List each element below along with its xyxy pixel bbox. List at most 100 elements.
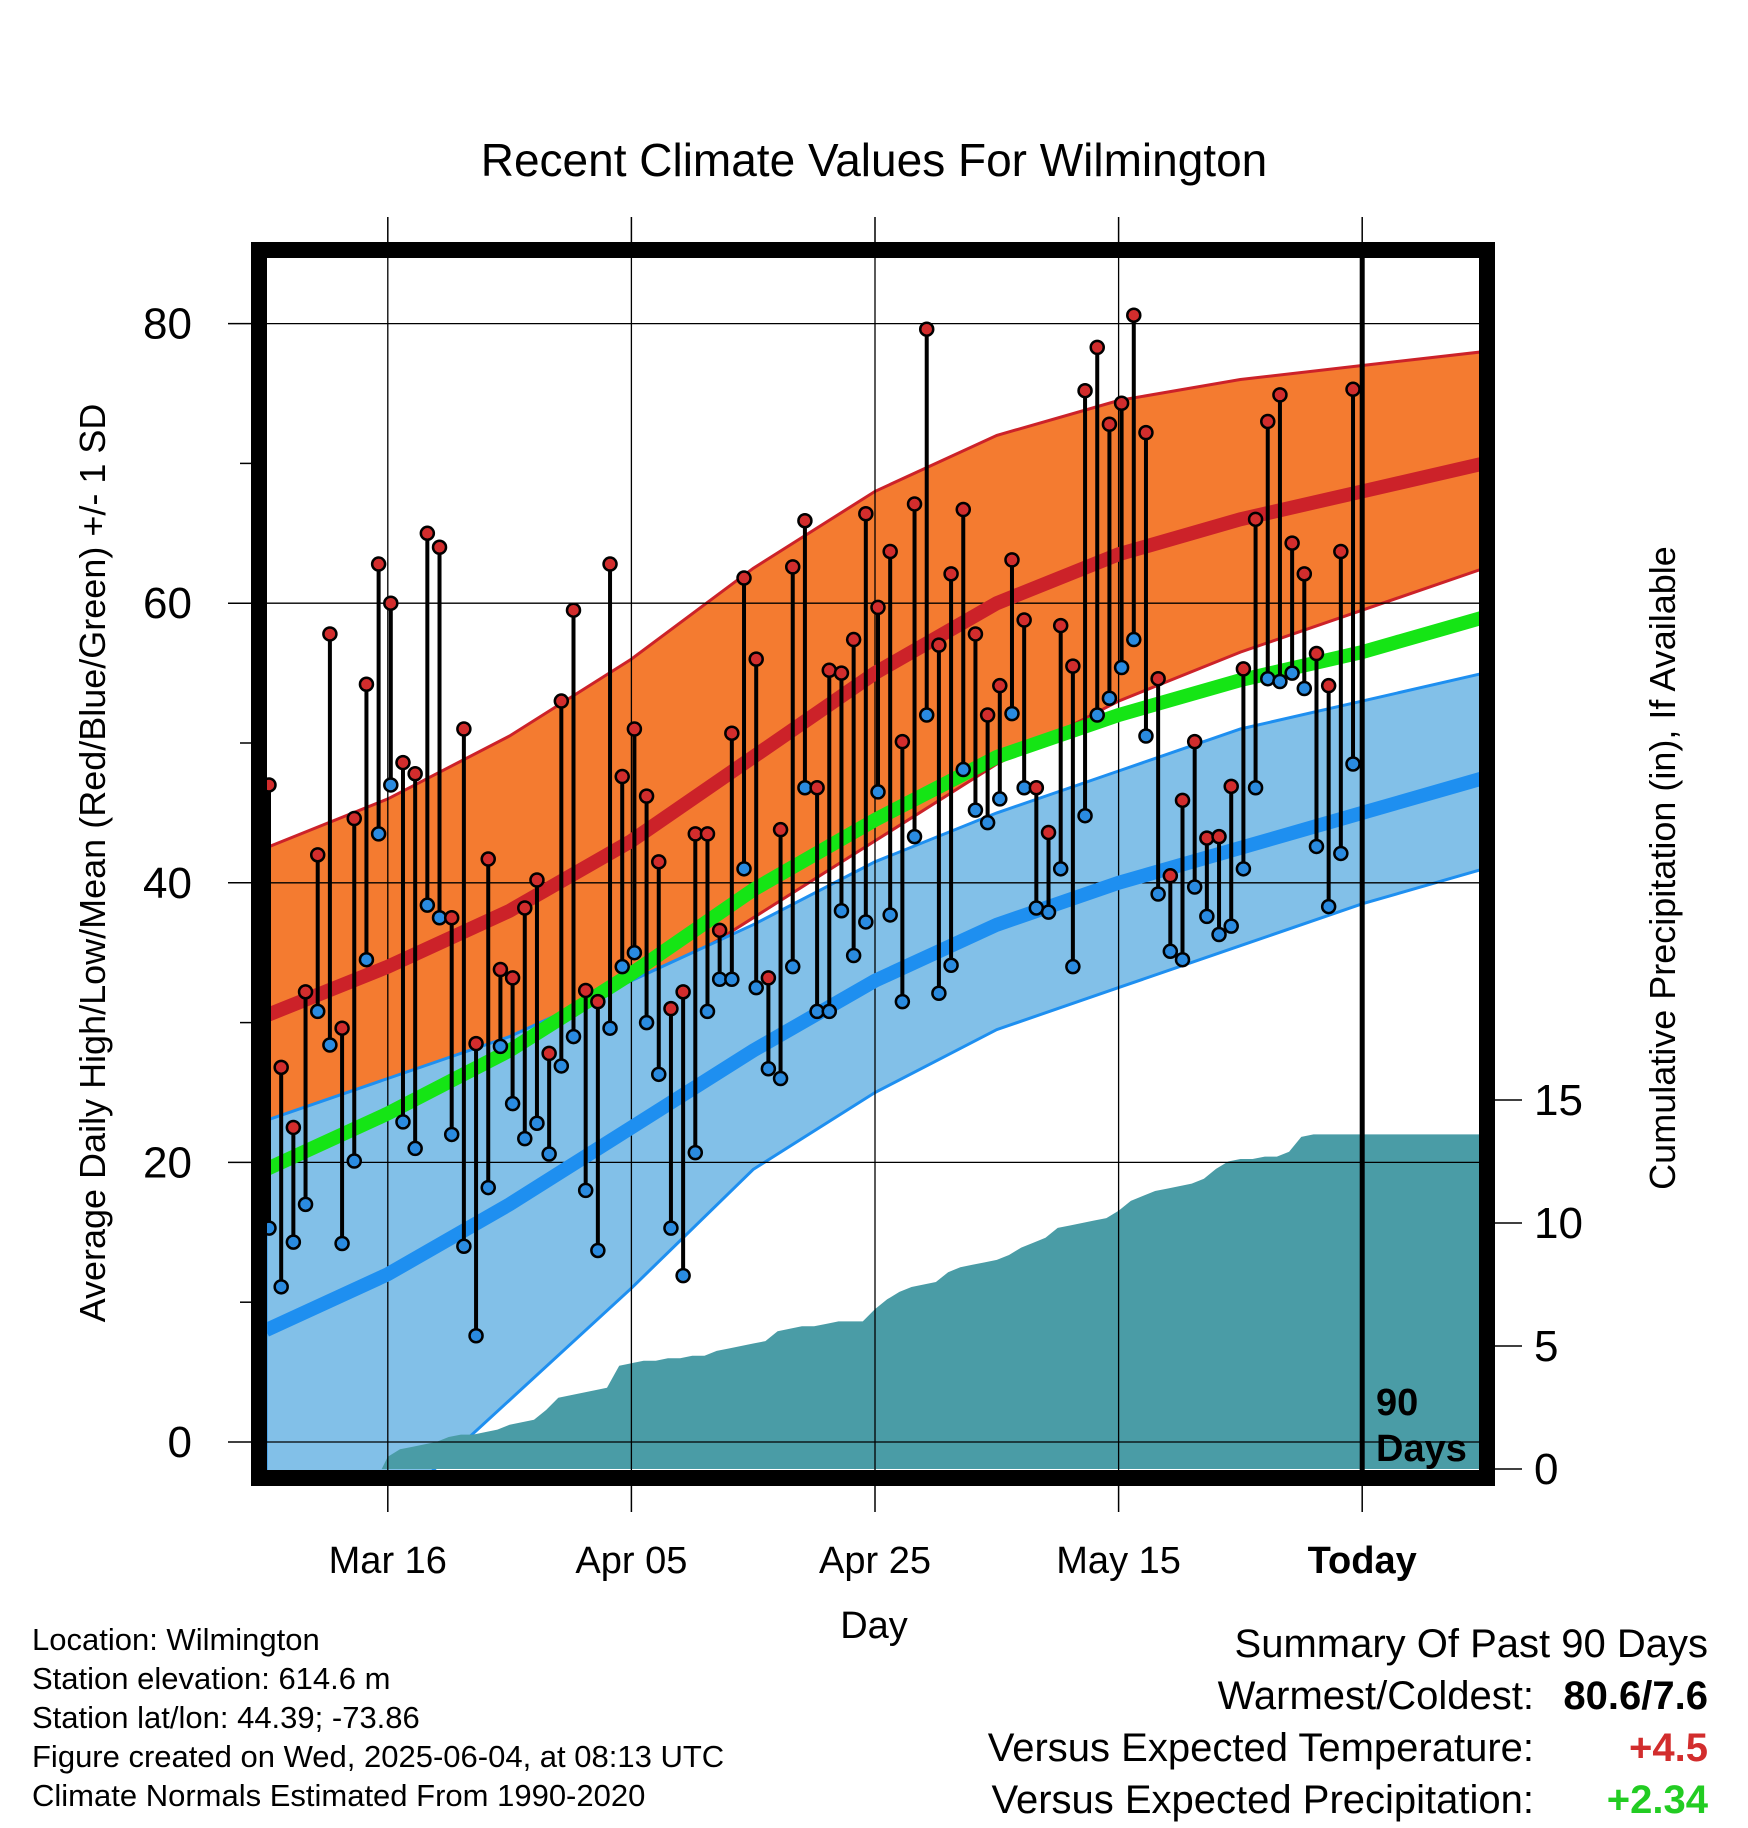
daily-high-point-21 <box>517 900 533 916</box>
daily-high-point-80 <box>1235 661 1252 677</box>
daily-low-point-1 <box>273 1279 289 1295</box>
daily-high-point-33 <box>663 1000 679 1017</box>
warmest-coldest-value: 80.6/7.6 <box>1563 1674 1708 1718</box>
daily-high-point-44 <box>797 512 813 529</box>
daily-low-point-86 <box>1308 838 1325 855</box>
daily-high-point-76 <box>1186 733 1203 750</box>
daily-low-point-24 <box>553 1058 570 1074</box>
daily-high-point-23 <box>541 1045 557 1062</box>
daily-high-point-87 <box>1320 677 1337 694</box>
daily-high-point-3 <box>297 984 314 1000</box>
x-tick-label-1: Apr 05 <box>575 1540 687 1582</box>
x-tick-label-4: Today <box>1308 1540 1417 1582</box>
daily-low-point-75 <box>1174 951 1191 968</box>
normals-text: Climate Normals Estimated From 1990-2020 <box>32 1778 646 1813</box>
daily-high-point-37 <box>711 922 728 939</box>
temp-departure-label: Versus Expected Temperature: <box>987 1726 1534 1770</box>
daily-low-point-52 <box>894 993 911 1010</box>
daily-low-point-60 <box>992 791 1008 807</box>
daily-high-point-26 <box>577 982 594 999</box>
daily-high-point-47 <box>833 665 850 681</box>
daily-low-point-5 <box>322 1037 338 1053</box>
cumulative-precip-area <box>266 1134 1480 1469</box>
daily-low-point-22 <box>529 1115 545 1132</box>
daily-high-point-4 <box>309 847 326 863</box>
daily-high-point-57 <box>955 501 972 518</box>
daily-low-point-69 <box>1101 690 1118 707</box>
today-marker-label-number: 90 <box>1376 1382 1418 1424</box>
daily-high-point-49 <box>858 505 874 522</box>
plot-area <box>266 257 1480 1471</box>
daily-low-point-12 <box>407 1140 423 1157</box>
daily-low-point-2 <box>285 1234 302 1250</box>
daily-low-point-77 <box>1199 908 1215 925</box>
precip-departure-row: Versus Expected Precipitation: +2.34 <box>988 1774 1708 1826</box>
daily-high-point-38 <box>724 725 740 741</box>
daily-low-point-11 <box>395 1114 411 1130</box>
daily-low-point-78 <box>1211 926 1227 943</box>
daily-high-point-56 <box>943 566 959 582</box>
daily-low-point-29 <box>614 958 630 975</box>
daily-low-point-41 <box>760 1060 777 1077</box>
daily-low-point-30 <box>626 944 643 961</box>
daily-high-point-89 <box>1345 381 1361 398</box>
daily-high-point-46 <box>821 662 838 679</box>
daily-high-point-70 <box>1113 395 1130 412</box>
created-text: Figure created on Wed, 2025-06-04, at 08… <box>32 1739 725 1774</box>
daily-high-point-55 <box>931 637 947 653</box>
daily-high-point-54 <box>918 321 935 337</box>
daily-high-point-15 <box>443 910 460 926</box>
daily-high-point-12 <box>407 766 423 782</box>
daily-low-point-57 <box>955 761 972 778</box>
temp-departure-row: Versus Expected Temperature: +4.5 <box>988 1722 1708 1774</box>
daily-low-point-31 <box>638 1014 655 1031</box>
y-tick-label-2: 40 <box>143 859 192 908</box>
daily-low-point-67 <box>1077 807 1093 824</box>
daily-high-point-83 <box>1272 387 1288 403</box>
daily-high-point-43 <box>784 559 801 575</box>
daily-low-point-84 <box>1284 665 1300 681</box>
daily-low-point-21 <box>517 1130 533 1147</box>
daily-high-point-10 <box>383 595 399 611</box>
daily-low-point-25 <box>565 1028 582 1045</box>
daily-high-point-2 <box>285 1119 302 1136</box>
low-temp-normal-line <box>266 771 1480 1337</box>
daily-high-point-0 <box>266 777 277 793</box>
daily-low-point-74 <box>1162 943 1179 960</box>
daily-high-point-16 <box>456 721 472 737</box>
daily-low-point-47 <box>833 903 850 919</box>
daily-high-point-52 <box>894 733 911 750</box>
daily-high-point-82 <box>1260 413 1276 430</box>
y-tick-label-1: 20 <box>143 1138 192 1187</box>
daily-high-point-19 <box>492 961 509 978</box>
daily-high-point-51 <box>882 543 898 560</box>
daily-low-point-20 <box>504 1095 521 1112</box>
today-marker-label-days: Days <box>1376 1428 1467 1470</box>
y2-axis-label: Cumulative Precipitation (in), If Availa… <box>1642 546 1683 1190</box>
daily-high-point-61 <box>1004 552 1020 568</box>
daily-low-point-54 <box>918 707 935 723</box>
latlon-text: Station lat/lon: 44.39; -73.86 <box>32 1700 420 1735</box>
daily-high-point-14 <box>431 539 448 556</box>
daily-low-point-36 <box>699 1003 716 1020</box>
daily-high-point-5 <box>322 626 338 642</box>
daily-low-point-17 <box>468 1328 484 1344</box>
warmest-coldest-label: Warmest/Coldest: <box>1217 1674 1534 1718</box>
daily-low-point-23 <box>541 1146 557 1162</box>
daily-high-point-20 <box>504 970 521 986</box>
daily-high-point-64 <box>1040 824 1057 841</box>
daily-low-point-56 <box>943 957 959 974</box>
daily-high-point-77 <box>1199 830 1215 846</box>
daily-low-point-15 <box>443 1126 460 1143</box>
daily-low-point-66 <box>1065 958 1081 975</box>
daily-high-point-67 <box>1077 382 1093 399</box>
daily-low-point-85 <box>1296 680 1313 697</box>
station-info: Location: Wilmington Station elevation: … <box>32 1620 724 1815</box>
daily-low-point-26 <box>577 1182 594 1199</box>
daily-high-point-45 <box>809 779 825 796</box>
daily-low-point-4 <box>309 1003 326 1020</box>
daily-low-point-79 <box>1223 918 1239 934</box>
daily-high-point-41 <box>760 970 777 986</box>
y2-tick-label-0: 0 <box>1534 1445 1558 1494</box>
daily-observations <box>266 307 1361 1344</box>
